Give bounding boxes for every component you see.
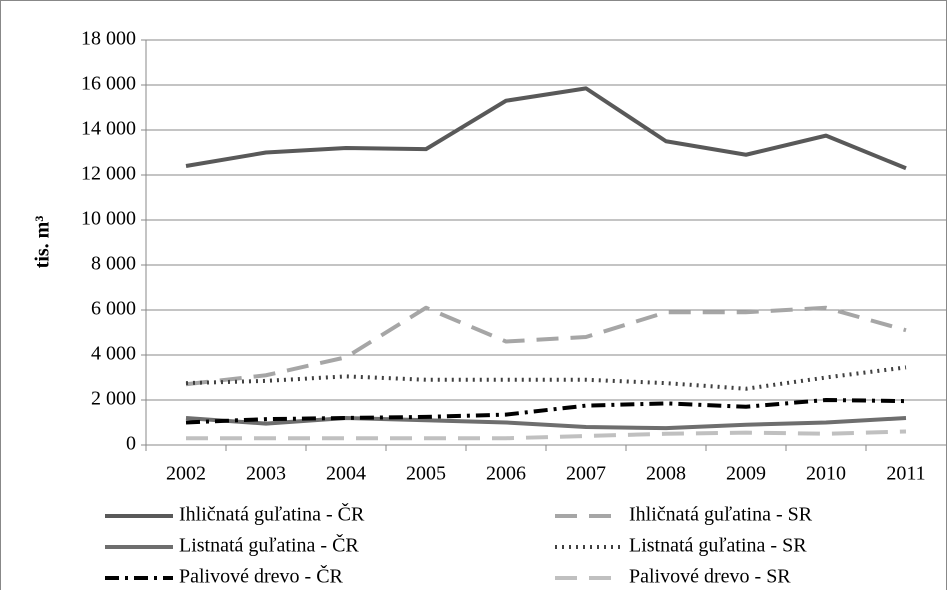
- x-tick-label: 2006: [486, 463, 526, 485]
- y-tick-label: 2 000: [91, 388, 136, 410]
- y-axis-label: tis. m³: [32, 216, 54, 269]
- series-line: [185, 416, 907, 431]
- y-tick-label: 14 000: [81, 118, 136, 140]
- x-tick-label: 2002: [166, 463, 206, 485]
- x-tick-label: 2004: [326, 463, 366, 485]
- y-tick-label: 16 000: [81, 73, 136, 95]
- legend-label: Listnatá guľatina - ČR: [179, 533, 359, 557]
- x-tick-label: 2010: [806, 463, 846, 485]
- series-line: [186, 429, 907, 441]
- x-tick-label: 2009: [726, 463, 766, 485]
- series-line: [185, 305, 907, 387]
- legend-label: Ihličnatá guľatina - SR: [629, 504, 813, 526]
- y-tick-label: 0: [126, 433, 136, 455]
- series-line: [185, 365, 907, 391]
- series-line: [185, 86, 907, 171]
- y-tick-label: 18 000: [81, 28, 136, 50]
- y-tick-label: 10 000: [81, 208, 136, 230]
- legend-label: Listnatá guľatina - SR: [629, 535, 807, 557]
- x-tick-label: 2011: [886, 463, 925, 485]
- x-tick-label: 2005: [406, 463, 446, 485]
- x-tick-label: 2007: [566, 463, 606, 485]
- legend-label: Ihličnatá guľatina - ČR: [179, 502, 365, 526]
- legend-label: Palivové drevo - SR: [629, 566, 791, 588]
- y-tick-label: 6 000: [91, 298, 136, 320]
- y-tick-label: 8 000: [91, 253, 136, 275]
- y-tick-label: 12 000: [81, 163, 136, 185]
- series-line: [185, 398, 907, 425]
- y-tick-label: 4 000: [91, 343, 136, 365]
- x-tick-label: 2003: [246, 463, 286, 485]
- legend-label: Palivové drevo - ČR: [179, 564, 344, 588]
- x-tick-label: 2008: [646, 463, 686, 485]
